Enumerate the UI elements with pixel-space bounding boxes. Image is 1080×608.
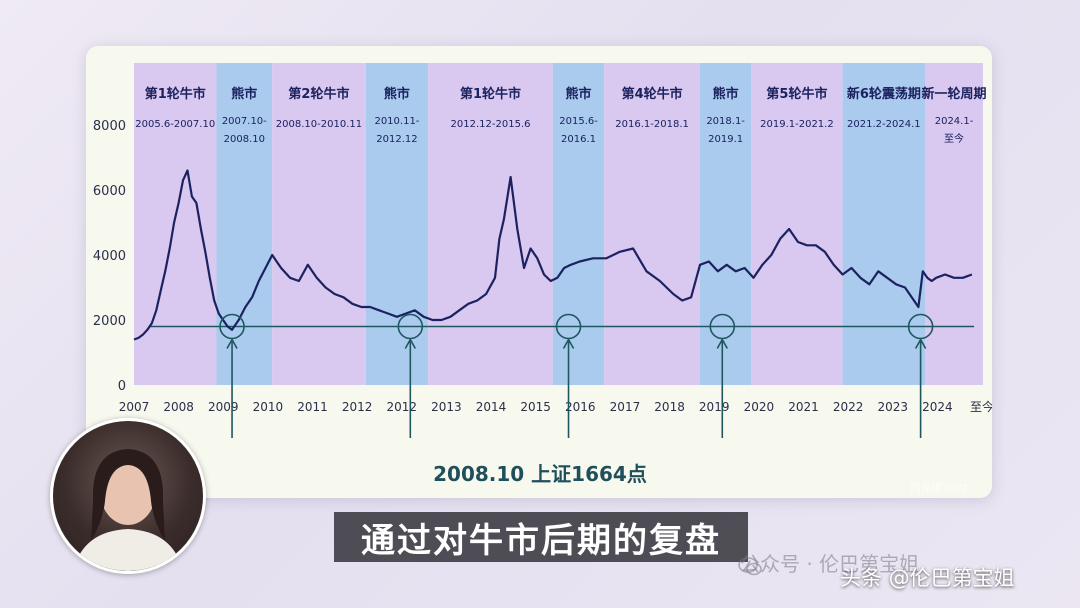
phase-range: 2008.10-2010.11 [276,119,362,130]
phase-band [272,63,366,385]
phase-range: 2007.10- [222,116,267,127]
watermark-author: 头条 @伦巴第宝姐 [840,566,1015,590]
wechat-icon [738,557,762,576]
watermark-small: 同花顺i问财 [910,482,969,495]
x-tick-label: 2012 [342,400,373,414]
index-line [133,169,973,341]
chart-card: 第1轮牛市 2005.6-2007.10 熊市 2007.10- 2008.10 第2轮牛… [86,46,992,498]
y-tick-label: 4000 [93,249,126,264]
marker-arrow-head [716,337,728,349]
phase-title: 第5轮牛市 [766,86,827,102]
x-tick-label: 2019 [699,400,730,414]
bull-bear-chart: 第1轮牛市 2005.6-2007.10 熊市 2007.10- 2008.10 第2轮牛… [93,63,992,438]
x-tick-label: 2010 [253,400,284,414]
phase-range: 2010.11- [374,116,419,127]
x-tick-label: 2007 [119,400,150,414]
phase-title: 熊市 [384,86,410,102]
x-tick-label: 2023 [877,400,908,414]
marker-arrow-head [404,337,417,349]
watermark-public: 公众号 · 伦巴第宝姐 [740,552,920,576]
phase-title: 熊市 [566,86,592,102]
x-tick-label: 2022 [833,400,864,414]
phase-band [842,63,926,385]
x-tick-label: 2011 [297,400,328,414]
phase-title: 新一轮周期 [922,86,987,102]
y-tick-label: 8000 [93,119,126,134]
marker-arrow-head [226,337,238,349]
subtitle-bar: 通过对牛市后期的复盘 [334,512,748,562]
phase-title: 第2轮牛市 [288,86,349,102]
phase-range: 2021.2-2024.1 [847,119,921,130]
marker-arrow-head [562,337,575,349]
phase-range: 2019.1 [708,134,743,145]
x-tick-label: 2021 [788,400,819,414]
phase-range: 2005.6-2007.10 [135,119,215,130]
presenter-avatar [50,418,206,574]
x-tick-label: 2020 [744,400,775,414]
phase-title: 第4轮牛市 [622,86,683,102]
phase-range: 2019.1-2021.2 [760,119,834,130]
phase-title: 熊市 [713,86,739,102]
y-tick-label: 6000 [93,184,126,199]
phase-range: 2012.12 [376,134,417,145]
marker-arrow-head [914,337,927,349]
phase-band [428,63,553,385]
phase-range: 2015.6- [559,116,598,127]
phase-band [925,63,983,385]
phase-title: 第1轮牛市 [460,86,521,102]
x-tick-label: 2016 [565,400,596,414]
phase-range: 2012.12-2015.6 [451,119,531,130]
y-tick-label: 0 [118,379,126,394]
phase-title: 熊市 [231,86,257,102]
phase-band [751,63,843,385]
subtitle-text: 通过对牛市后期的复盘 [361,520,721,561]
x-tick-label: 2017 [610,400,641,414]
phase-band [134,63,217,385]
x-tick-label: 2024 [922,400,953,414]
x-tick-label: 2014 [476,400,507,414]
x-tick-label: 2015 [520,400,551,414]
phase-title: 第1轮牛市 [145,86,206,102]
x-tick-label: 2008 [163,400,194,414]
x-tick-label: 2012 [387,400,418,414]
phase-range: 2016.1-2018.1 [615,119,689,130]
chart-caption: 2008.10 上证1664点 [433,462,647,486]
phase-band [365,63,429,385]
phase-title: 新6轮震荡期 [847,86,921,102]
phase-band [700,63,752,385]
phase-range: 2024.1- [935,116,974,127]
x-tick-label: 2013 [431,400,462,414]
x-tick-label: 至今 [970,399,992,414]
phase-range: 至今 [944,132,964,145]
phase-range: 2016.1 [561,134,596,145]
x-tick-label: 2009 [208,400,239,414]
phase-band [552,63,605,385]
phase-band [604,63,700,385]
x-tick-label: 2018 [654,400,685,414]
y-tick-label: 2000 [93,314,126,329]
phase-range: 2018.1- [706,116,745,127]
phase-range: 2008.10 [224,134,265,145]
phase-band [216,63,273,385]
